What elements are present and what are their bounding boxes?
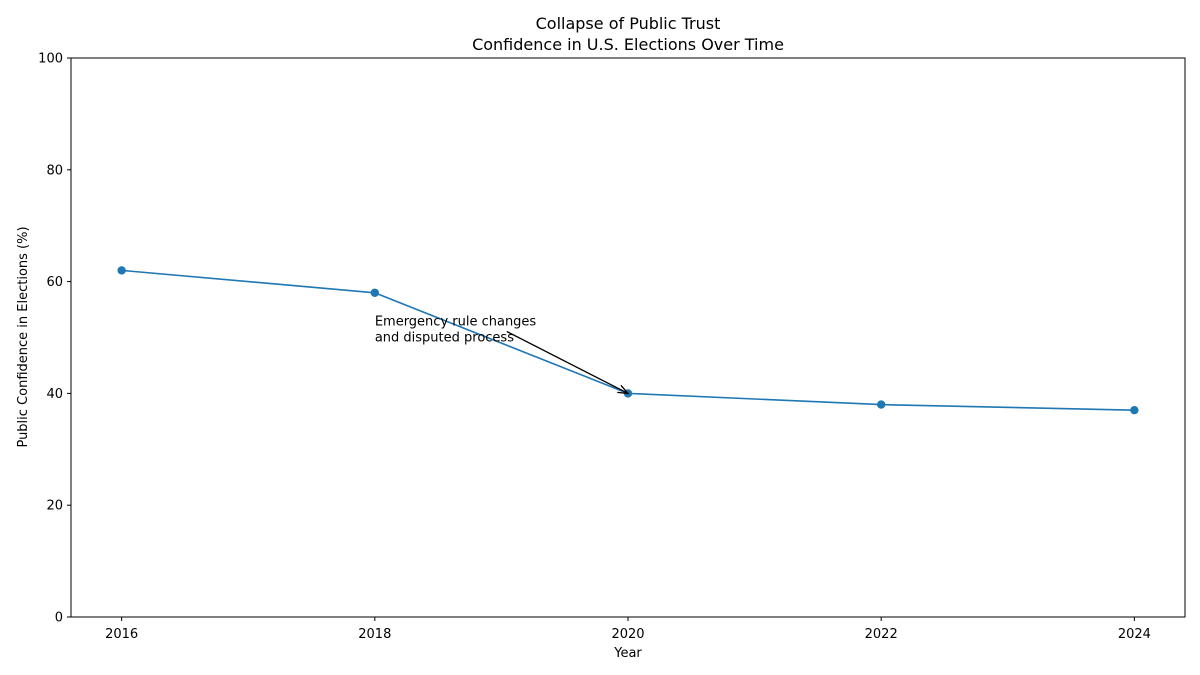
x-tick-label: 2022 (865, 627, 898, 642)
y-tick-label: 40 (46, 387, 63, 402)
y-tick-label: 20 (46, 499, 63, 514)
data-point (1130, 405, 1139, 415)
data-series (117, 266, 1139, 415)
plot-frame (70, 57, 1186, 618)
annotation-text: Emergency rule changes (375, 315, 537, 330)
x-tick-label: 2018 (358, 627, 391, 642)
x-tick-label: 2020 (611, 627, 644, 642)
y-tick-label: 0 (55, 611, 63, 626)
y-tick-label: 80 (46, 163, 63, 178)
x-tick-label: 2016 (105, 627, 138, 642)
annotation-arrow-shaft (506, 330, 627, 394)
axes: 2016 2018 2020 2022 2024 0 20 40 60 80 100 (38, 52, 1151, 643)
annotation-text: and disputed process (375, 331, 514, 346)
data-point (117, 266, 126, 275)
annotation-arrow-head (617, 384, 630, 395)
y-axis-label: Public Confidence in Elections (%) (16, 226, 31, 447)
y-tick-label: 100 (38, 52, 63, 67)
x-tick-label: 2024 (1118, 627, 1151, 642)
chart-subtitle: Confidence in U.S. Elections Over Time (472, 35, 784, 54)
y-tick-label: 60 (46, 275, 63, 290)
chart-title: Collapse of Public Trust (536, 14, 721, 33)
data-point (370, 288, 380, 297)
x-axis-label: Year (613, 646, 642, 661)
data-point (876, 400, 886, 409)
